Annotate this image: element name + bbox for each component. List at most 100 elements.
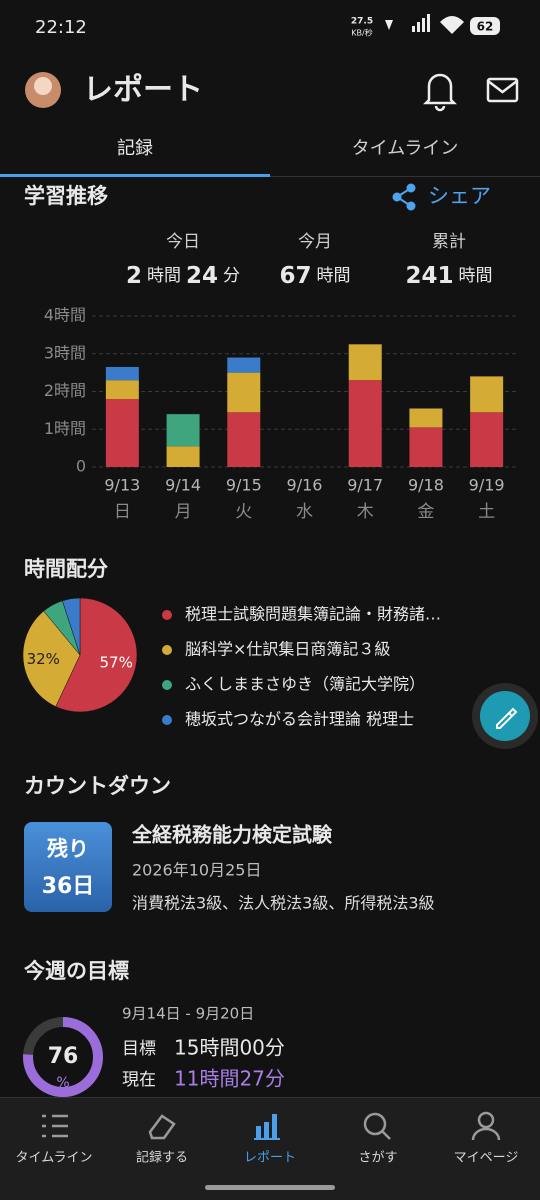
section-title: カウントダウン — [24, 774, 171, 798]
goal-ring-progress — [23, 1017, 103, 1097]
legend-swatch — [162, 645, 172, 655]
status-speed: 27.5 — [351, 17, 373, 27]
y-tick-label: 0 — [76, 457, 86, 476]
bar-segment — [409, 427, 443, 467]
bar-segment — [227, 412, 261, 467]
bar-segment — [348, 380, 382, 467]
legend: 税理士試験問題集簿記論・財務諸… 脳科学×仕訳集日商簿記３級ふくしままさゆき（簿記… — [162, 605, 441, 729]
tab[interactable]: 記録 — [117, 138, 153, 159]
legend-swatch — [162, 715, 172, 725]
battery-level: 62 — [477, 20, 494, 34]
summary-unit: 時間 — [459, 266, 493, 286]
header-title: レポート — [83, 73, 203, 108]
status-speed-unit: KB/秒 — [351, 28, 372, 38]
pie-value-label: 57% — [99, 654, 132, 672]
summary-number: 24 — [186, 263, 218, 289]
goal-range: 9月14日 - 9月20日 — [122, 1005, 254, 1023]
legend-label: 税理士試験問題集簿記論・財務諸… — [185, 605, 441, 624]
nav-label[interactable]: さがす — [358, 1151, 397, 1166]
y-tick-label: 1時間 — [44, 419, 86, 438]
share-button[interactable]: シェア — [428, 184, 491, 208]
summary-value: 241 時間 — [405, 263, 492, 289]
weekday-label: 日 — [114, 502, 131, 522]
summary-value: 67 時間 — [279, 263, 350, 289]
goal-current: 11時間27分 — [174, 1067, 285, 1091]
pie-slice — [55, 597, 138, 713]
status-time: 22:12 — [35, 17, 87, 38]
goal-label: 現在 — [122, 1070, 156, 1090]
x-tick-label: 9/13 — [104, 476, 140, 495]
bar-segment — [105, 366, 139, 381]
x-tick-label: 9/17 — [347, 476, 383, 495]
pie-slice — [22, 610, 81, 707]
goal-target: 15時間00分 — [174, 1036, 285, 1060]
legend-swatch — [162, 610, 172, 620]
summary-number: 241 — [405, 263, 453, 289]
fab-icon — [496, 707, 518, 729]
weekday-label: 木 — [357, 502, 374, 522]
tab-indicator — [0, 174, 270, 177]
x-tick-label: 9/16 — [287, 476, 323, 495]
bell-icon[interactable] — [422, 73, 458, 112]
nav-border — [0, 1097, 540, 1098]
goal-percent: 76 — [48, 1044, 79, 1069]
bar-segment — [409, 408, 443, 428]
bar-segment — [166, 414, 200, 447]
x-tick-label: 9/15 — [226, 476, 262, 495]
tab[interactable]: タイムライン — [352, 138, 459, 159]
legend-label: ふくしままさゆき（簿記大学院） — [185, 675, 425, 694]
y-tick-label: 2時間 — [44, 381, 86, 400]
mail-icon[interactable] — [486, 77, 519, 103]
section-title: 時間配分 — [24, 557, 108, 581]
x-tick-label: 9/18 — [408, 476, 444, 495]
pie-value-label: 32% — [27, 650, 60, 668]
bar-segment — [470, 412, 504, 467]
bar-segment — [105, 399, 139, 467]
section-title: 今週の目標 — [24, 959, 129, 983]
nav-label[interactable]: レポート — [244, 1151, 296, 1166]
bar-segment — [227, 372, 261, 413]
gesture-bar — [205, 1185, 335, 1190]
battery — [470, 17, 500, 35]
bar-segment — [227, 357, 261, 373]
badge-days: 36日 — [42, 874, 95, 899]
status-icons — [385, 14, 464, 34]
nav-label[interactable]: 記録する — [136, 1150, 188, 1166]
legend-label: 穂坂式つながる会計理論 税理士 — [185, 710, 414, 729]
bar-segment — [166, 446, 200, 467]
x-tick-label: 9/19 — [469, 476, 505, 495]
bar-segment — [348, 344, 382, 381]
bottom-nav — [0, 1097, 540, 1200]
exam-title: 全経税務能力検定試験 — [131, 823, 333, 847]
summary-unit: 時間 — [317, 266, 351, 286]
legend-swatch — [162, 680, 172, 690]
goal-percent-sign: % — [56, 1075, 69, 1091]
summary-value: 2 時間 24 分 — [126, 263, 240, 289]
goal-label: 目標 — [122, 1039, 156, 1059]
avatar-face — [34, 77, 52, 95]
summary-number: 2 — [126, 263, 142, 289]
summary-label: 今月 — [298, 232, 332, 252]
x-tick-label: 9/14 — [165, 476, 201, 495]
weekday-label: 水 — [296, 502, 313, 522]
exam-subjects: 消費税法3級、法人税法3級、所得税法3級 — [132, 894, 435, 913]
nav-report-icon — [254, 1114, 280, 1140]
summary-unit: 分 — [223, 266, 240, 286]
weekday-label: 土 — [478, 502, 495, 522]
badge-label: 残り — [47, 837, 89, 861]
summary-number: 67 — [279, 263, 311, 289]
summary-unit: 時間 — [147, 266, 181, 286]
nav-label[interactable]: マイページ — [454, 1151, 519, 1166]
summary-label: 今日 — [166, 232, 200, 252]
nav-label[interactable]: タイムライン — [15, 1151, 92, 1166]
y-tick-label: 3時間 — [44, 343, 86, 362]
share-icon[interactable] — [392, 183, 416, 211]
bar-segment — [105, 380, 139, 400]
nav-icons — [42, 1111, 501, 1141]
weekday-label: 火 — [235, 502, 252, 522]
weekday-label: 月 — [175, 502, 192, 522]
bar-segment — [470, 376, 504, 413]
summary-label: 累計 — [432, 232, 466, 252]
